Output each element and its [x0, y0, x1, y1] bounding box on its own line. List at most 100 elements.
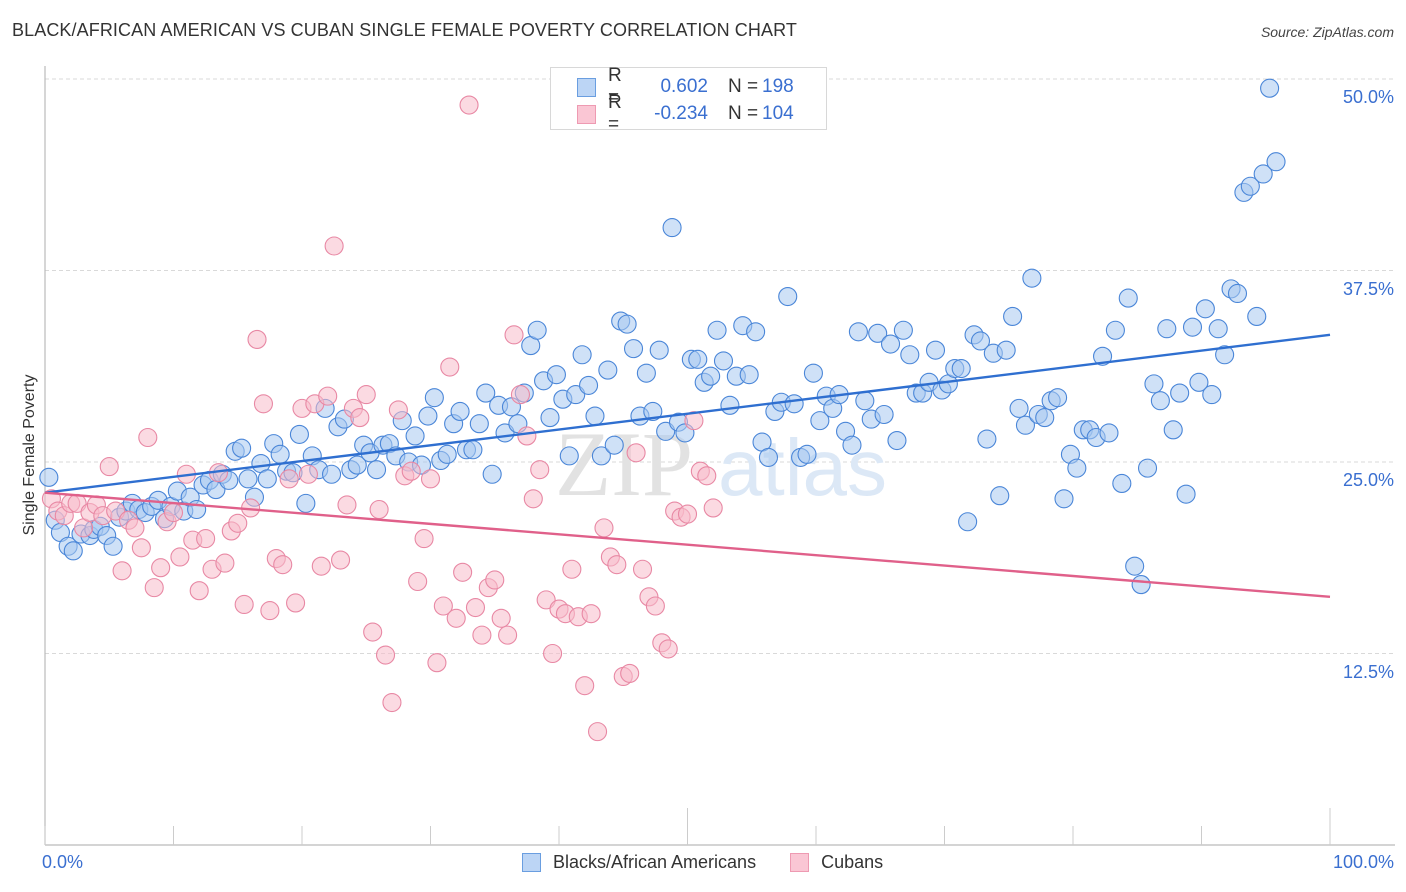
legend-n-label: N = [728, 103, 759, 124]
data-point [585, 406, 605, 426]
data-point [1022, 268, 1042, 288]
data-point [810, 411, 830, 431]
data-point [893, 320, 913, 340]
data-point [598, 360, 618, 380]
data-point [1150, 391, 1170, 411]
data-point [880, 334, 901, 354]
data-point [472, 625, 492, 645]
legend-r-label: R = [608, 65, 622, 108]
x-tick-label-min: 0.0% [42, 852, 84, 872]
data-point [1105, 320, 1125, 340]
data-point [632, 559, 653, 579]
y-tick-label: 25.0% [1342, 470, 1394, 490]
data-point [887, 431, 907, 451]
data-point [1003, 306, 1023, 327]
bottom-legend-swatch-blue [522, 853, 541, 872]
data-point [388, 400, 408, 420]
legend-n-value: 104 [762, 103, 794, 124]
data-points [39, 78, 1286, 742]
data-point [649, 340, 669, 360]
data-point [238, 469, 258, 489]
data-point [951, 358, 971, 379]
data-point [1195, 299, 1215, 319]
data-point [617, 314, 637, 334]
data-point [636, 363, 656, 383]
legend-r-value: 0.602 [660, 76, 708, 97]
legend-r-label: R = [608, 92, 622, 135]
data-point [707, 320, 727, 340]
data-point [1035, 408, 1055, 428]
data-point [739, 365, 759, 385]
axes [44, 66, 1395, 846]
data-point [347, 455, 367, 475]
legend-swatch-pink [577, 104, 596, 124]
data-point [688, 349, 708, 369]
data-point [874, 404, 894, 425]
data-point [778, 286, 798, 307]
bottom-legend-label-cubans: Cubans [821, 852, 884, 872]
data-point [215, 553, 235, 573]
data-point [970, 331, 991, 351]
data-point [401, 461, 421, 481]
data-point [311, 556, 331, 576]
data-point [420, 469, 441, 489]
data-point [273, 555, 293, 575]
data-point [572, 345, 592, 365]
data-point [566, 385, 586, 405]
series-blacks-points [39, 78, 1286, 595]
y-tick-label: 12.5% [1342, 661, 1394, 682]
data-point [623, 339, 644, 359]
data-point [1048, 388, 1068, 408]
data-point [1182, 317, 1203, 337]
data-point [1215, 345, 1235, 365]
data-point [330, 550, 351, 570]
data-point [1131, 575, 1151, 595]
chart-title: BLACK/AFRICAN AMERICAN VS CUBAN SINGLE F… [12, 20, 797, 40]
data-point [591, 446, 611, 466]
data-point [1015, 415, 1036, 435]
data-point [433, 596, 453, 616]
data-point [424, 388, 444, 408]
data-point [63, 541, 83, 561]
data-point [337, 495, 357, 515]
data-point [1157, 319, 1177, 339]
data-point [587, 722, 608, 742]
data-point [1202, 385, 1222, 405]
data-point [322, 464, 342, 484]
data-point [1163, 420, 1183, 440]
x-tick-label-max: 100.0% [1332, 852, 1394, 872]
data-point [517, 426, 537, 446]
watermark: ZIP atlas [555, 413, 887, 515]
data-point [848, 322, 868, 342]
data-point [1067, 458, 1087, 478]
data-point [189, 581, 209, 601]
data-point [1253, 164, 1273, 184]
data-point [469, 414, 489, 434]
data-point [797, 444, 817, 464]
watermark-atlas: atlas [718, 423, 887, 512]
data-point [482, 464, 502, 484]
data-point [1137, 458, 1158, 478]
data-point [138, 427, 158, 448]
bottom-legend-item-blacks: Blacks/African Americans [522, 852, 756, 873]
data-point [697, 466, 717, 486]
bottom-legend-label-blacks: Blacks/African Americans [553, 852, 757, 872]
legend-n-label: N = [728, 76, 759, 97]
data-point [579, 375, 599, 395]
data-point [363, 622, 383, 642]
data-point [286, 593, 306, 613]
data-point [684, 411, 704, 431]
bottom-legend-swatch-pink [790, 853, 810, 872]
data-point [868, 323, 888, 343]
data-point [703, 498, 723, 518]
data-point [450, 401, 470, 421]
trend-line-blacks [44, 333, 1331, 494]
data-point [758, 447, 779, 467]
data-point [996, 340, 1016, 360]
data-point [720, 395, 740, 415]
data-point [536, 590, 556, 610]
data-point [713, 351, 734, 371]
data-point [356, 385, 376, 405]
data-point [626, 443, 646, 463]
data-point [746, 322, 766, 342]
